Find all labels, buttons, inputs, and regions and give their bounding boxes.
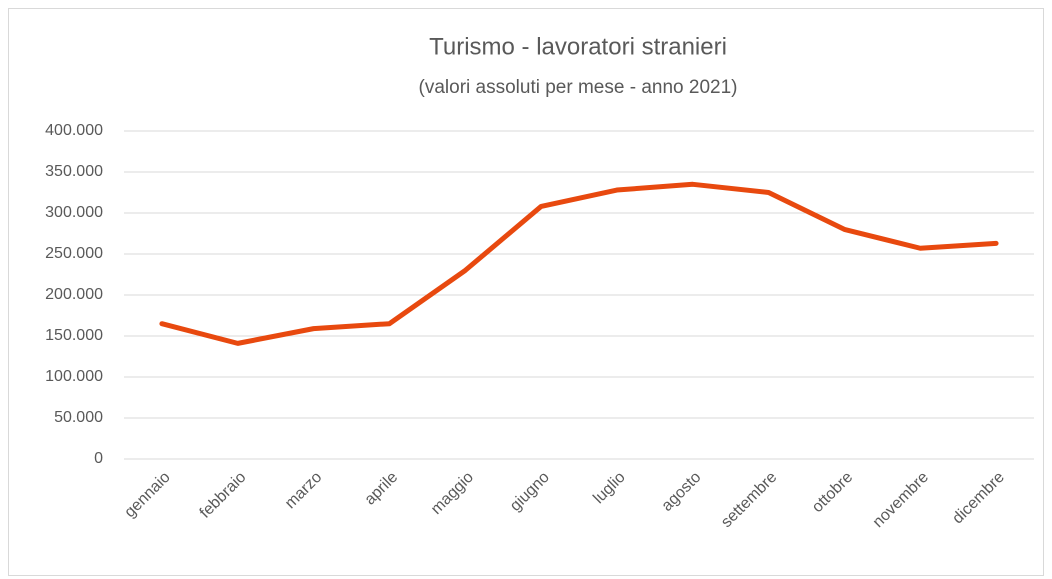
y-tick-label: 200.000 [45, 286, 103, 303]
y-tick-label: 250.000 [45, 245, 103, 262]
line-series [159, 181, 999, 346]
y-tick-label: 0 [94, 450, 103, 467]
y-tick-label: 100.000 [45, 368, 103, 385]
chart-title: Turismo - lavoratori stranieri [429, 33, 727, 60]
y-tick-label: 150.000 [45, 327, 103, 344]
y-tick-label: 400.000 [45, 122, 103, 139]
y-tick-label: 50.000 [54, 409, 103, 426]
chart-border [8, 8, 1044, 576]
chart-subtitle: (valori assoluti per mese - anno 2021) [419, 77, 738, 98]
y-tick-label: 350.000 [45, 163, 103, 180]
y-tick-label: 300.000 [45, 204, 103, 221]
